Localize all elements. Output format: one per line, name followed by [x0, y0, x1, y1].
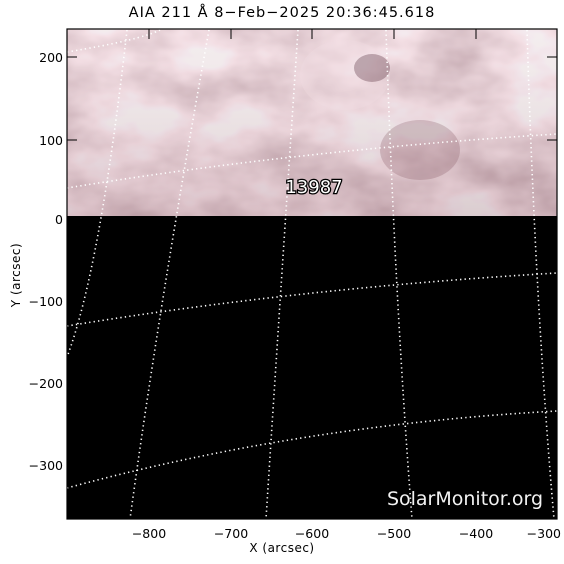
y-tick-label: 100 — [39, 133, 63, 148]
y-tick-label: −300 — [29, 458, 63, 473]
watermark: SolarMonitor.org — [387, 488, 543, 510]
euv-image — [67, 29, 557, 216]
y-tick-label: −100 — [29, 294, 63, 309]
x-tick-label: −500 — [377, 526, 411, 541]
heliographic-grid — [67, 29, 557, 519]
x-tick-label: −700 — [214, 526, 248, 541]
x-tick-label: −800 — [132, 526, 166, 541]
y-tick-label: 0 — [55, 212, 63, 227]
x-tick-label: −400 — [459, 526, 493, 541]
y-tick-label: 200 — [39, 50, 63, 65]
x-tick-label: −300 — [527, 526, 561, 541]
x-tick-label: −600 — [295, 526, 329, 541]
x-axis-label: X (arcsec) — [249, 541, 315, 555]
axis-ticks — [67, 29, 557, 519]
active-region-label: 13987 — [285, 177, 342, 198]
y-tick-label: −200 — [29, 376, 63, 391]
plot-title: AIA 211 Å 8−Feb−2025 20:36:45.618 — [128, 5, 436, 21]
y-axis-label: Y (arcsec) — [9, 242, 23, 308]
